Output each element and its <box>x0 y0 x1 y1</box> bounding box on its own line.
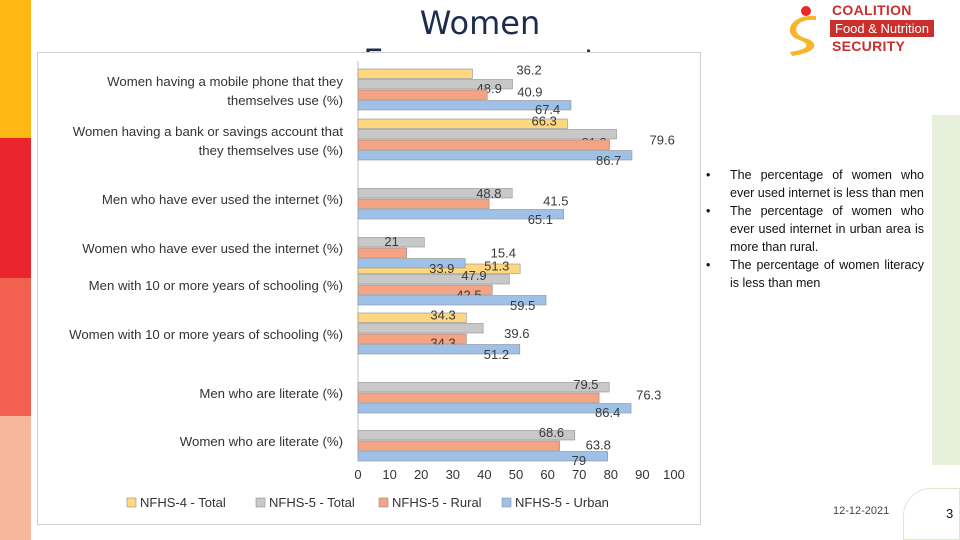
logo-mark-icon <box>789 6 816 57</box>
notes-panel: The percentage of women who ever used in… <box>706 166 924 292</box>
bar <box>357 403 632 414</box>
category-label: Women with 10 or more years of schooling… <box>69 327 343 342</box>
data-label: 65.1 <box>528 212 553 227</box>
legend-swatch <box>126 497 137 508</box>
data-label: 86.7 <box>596 153 621 168</box>
legend-label: NFHS-4 - Total <box>140 495 226 510</box>
legend-swatch <box>255 497 266 508</box>
category-label: Men who are literate (%) <box>199 386 343 401</box>
decorative-green-strip <box>932 115 960 465</box>
x-tick-label: 70 <box>572 467 586 482</box>
x-tick-label: 50 <box>509 467 523 482</box>
bar <box>357 284 493 295</box>
category-label: Men with 10 or more years of schooling (… <box>89 278 343 293</box>
bar <box>357 247 407 258</box>
bar <box>357 333 467 344</box>
data-label: 15.4 <box>491 246 516 261</box>
bar <box>357 79 513 90</box>
x-tick-label: 100 <box>663 467 685 482</box>
data-label: 51.2 <box>484 347 509 362</box>
legend-swatch <box>378 497 389 508</box>
bar <box>357 89 488 100</box>
slide-date: 12-12-2021 <box>833 505 890 517</box>
bar <box>357 323 484 334</box>
bar <box>357 129 617 140</box>
bar <box>357 139 610 150</box>
side-stripe-red <box>0 138 31 278</box>
bar <box>357 258 466 269</box>
x-tick-label: 30 <box>446 467 460 482</box>
bar <box>357 237 425 248</box>
x-tick-label: 80 <box>604 467 618 482</box>
bar <box>357 451 608 462</box>
note-item: The percentage of women literacy is less… <box>706 256 924 292</box>
logo-text-food-nutrition: Food & Nutrition <box>830 20 934 37</box>
data-label: 79.5 <box>573 377 598 392</box>
data-label: 76.3 <box>636 388 661 403</box>
x-tick-label: 60 <box>540 467 554 482</box>
data-label: 68.6 <box>539 425 564 440</box>
note-item: The percentage of women who ever used in… <box>706 166 924 202</box>
bar-chart: Women having a mobile phone that they the… <box>69 61 685 510</box>
bar <box>357 150 633 161</box>
bar <box>357 392 600 403</box>
legend-label: NFHS-5 - Urban <box>515 495 609 510</box>
category-label: Women who have ever used the internet (%… <box>82 241 343 256</box>
data-label: 36.2 <box>516 63 541 78</box>
bar <box>357 209 565 220</box>
legend-label: NFHS-5 - Rural <box>392 495 482 510</box>
data-label: 63.8 <box>586 438 611 453</box>
page-number-badge: 3 <box>903 488 960 540</box>
legend-swatch <box>501 497 512 508</box>
logo-text-security: SECURITY <box>832 38 906 54</box>
data-label: 67.4 <box>535 102 560 117</box>
data-label: 39.6 <box>504 326 529 341</box>
x-tick-label: 20 <box>414 467 428 482</box>
bar <box>357 274 510 285</box>
side-stripe-peach <box>0 416 31 540</box>
data-label: 51.3 <box>484 259 509 274</box>
category-label: Women having a mobile phone that they the… <box>107 74 343 108</box>
data-label: 34.3 <box>430 308 455 323</box>
bar <box>357 382 610 393</box>
x-tick-label: 10 <box>382 467 396 482</box>
data-label: 47.9 <box>461 268 486 283</box>
logo-text-coalition: COALITION <box>832 2 912 18</box>
bar <box>357 188 513 199</box>
coalition-logo: COALITION Food & Nutrition SECURITY <box>786 0 960 60</box>
data-label: 21 <box>384 234 398 249</box>
legend-label: NFHS-5 - Total <box>269 495 355 510</box>
data-label: 40.9 <box>517 85 542 100</box>
data-label: 48.8 <box>476 186 501 201</box>
notes-list: The percentage of women who ever used in… <box>706 166 924 292</box>
side-stripe-yellow <box>0 0 31 138</box>
bar <box>357 198 490 209</box>
data-label: 79 <box>572 453 586 468</box>
data-label: 59.5 <box>510 298 535 313</box>
data-label: 33.9 <box>429 261 454 276</box>
chart-frame: Women having a mobile phone that they the… <box>37 52 701 525</box>
bar <box>357 100 572 111</box>
data-label: 66.3 <box>532 114 557 129</box>
note-item: The percentage of women who ever used in… <box>706 202 924 256</box>
category-label: Women having a bank or savings account t… <box>73 124 344 158</box>
x-tick-label: 90 <box>635 467 649 482</box>
side-stripe-coral <box>0 278 31 416</box>
category-label: Women who are literate (%) <box>180 434 343 449</box>
bar <box>357 440 560 451</box>
bar <box>357 344 521 355</box>
bar <box>357 430 576 441</box>
page-number: 3 <box>946 506 954 521</box>
bar <box>357 295 547 306</box>
category-label: Men who have ever used the internet (%) <box>102 192 343 207</box>
data-label: 79.6 <box>650 133 675 148</box>
data-label: 86.4 <box>595 405 620 420</box>
bar <box>357 68 473 79</box>
bar <box>357 118 568 129</box>
data-label: 41.5 <box>543 194 568 209</box>
x-tick-label: 0 <box>354 467 361 482</box>
x-tick-label: 40 <box>477 467 491 482</box>
bar <box>357 312 467 323</box>
